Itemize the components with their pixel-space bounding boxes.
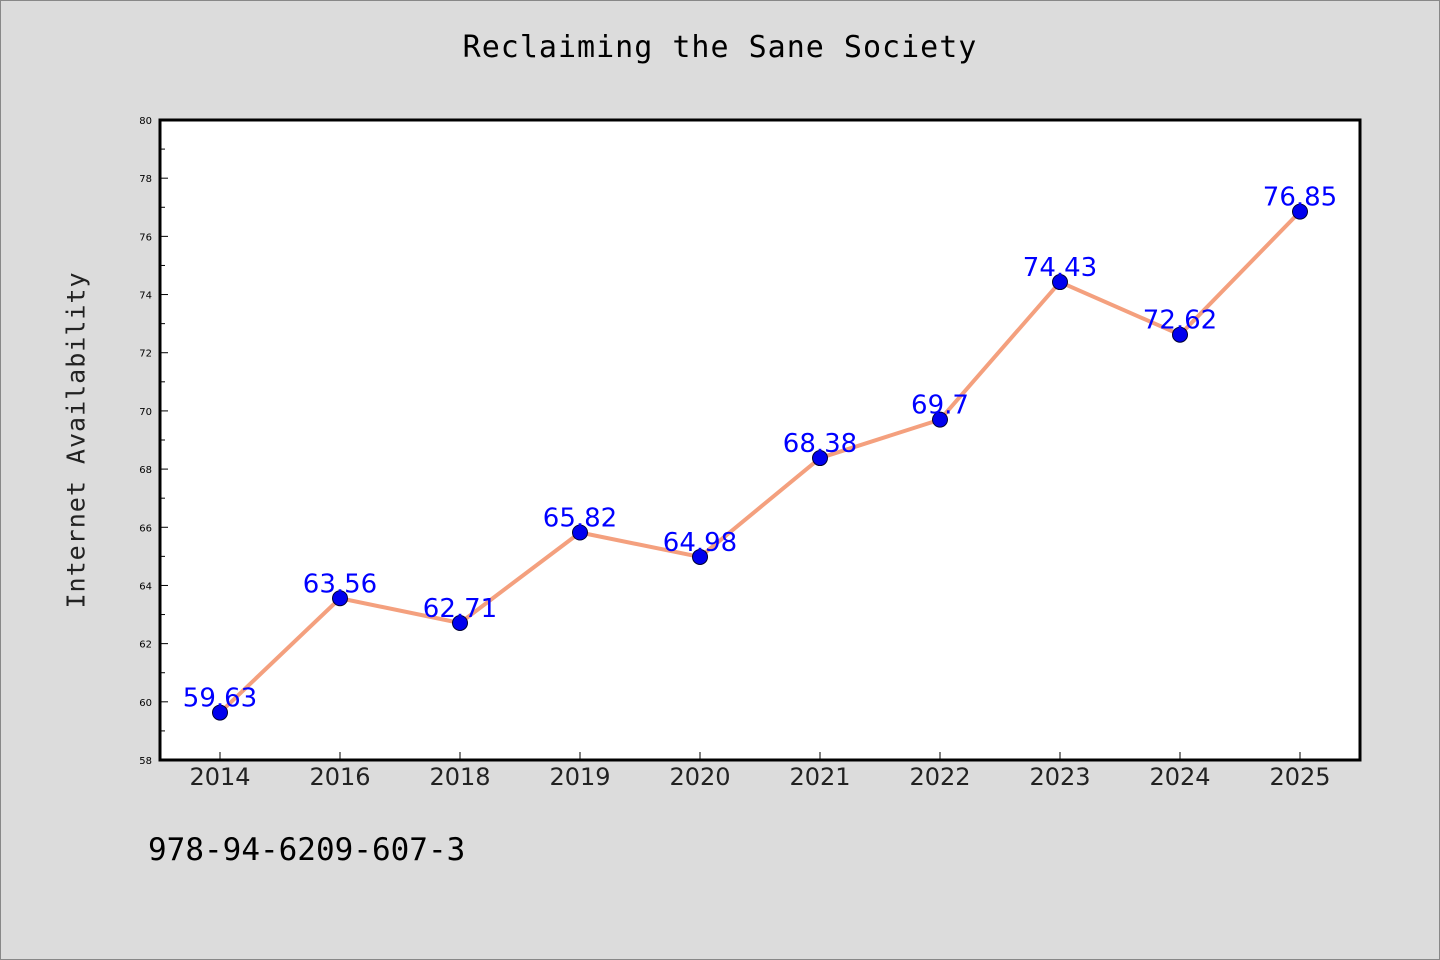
x-tick-label: 2020	[669, 763, 730, 791]
y-tick-label: 58	[139, 756, 152, 767]
series-line	[218, 210, 1302, 715]
data-label: 69.7	[911, 391, 969, 421]
y-tick-label: 74	[139, 291, 152, 302]
x-tick-label: 2014	[189, 763, 250, 791]
plot-border	[158, 118, 1362, 762]
data-point	[1172, 326, 1188, 343]
x-tick-label: 2019	[549, 763, 610, 791]
y-tick-label: 64	[139, 581, 152, 592]
x-tick-label: 2024	[1149, 763, 1210, 791]
data-label: 64.98	[663, 528, 737, 558]
data-point	[1292, 203, 1308, 220]
data-point	[1052, 274, 1068, 291]
x-tick-label: 2025	[1269, 763, 1330, 791]
data-point	[452, 614, 468, 631]
data-label: 68.38	[783, 429, 857, 459]
data-label: 76.85	[1263, 183, 1337, 213]
data-point	[572, 524, 588, 541]
y-tick-label: 72	[139, 349, 152, 360]
data-point	[212, 704, 228, 721]
plot-area	[160, 120, 1360, 760]
y-tick-label: 80	[139, 116, 152, 127]
data-label: 72.62	[1143, 306, 1217, 336]
y-tick-label: 62	[139, 640, 152, 651]
y-tick-label: 66	[139, 523, 152, 534]
y-tick-label: 68	[139, 465, 152, 476]
data-point	[932, 411, 948, 428]
y-tick-label: 60	[139, 698, 152, 709]
data-point	[332, 590, 348, 607]
data-label: 62.71	[423, 594, 497, 624]
x-tick-label: 2016	[309, 763, 370, 791]
data-label: 74.43	[1023, 253, 1097, 283]
data-label: 65.82	[543, 504, 617, 534]
data-point	[812, 450, 828, 467]
x-tick-label: 2023	[1029, 763, 1090, 791]
y-tick-label: 78	[139, 174, 152, 185]
chart-title: Reclaiming the Sane Society	[462, 30, 978, 65]
x-tick-label: 2018	[429, 763, 490, 791]
y-tick-label: 70	[139, 407, 152, 418]
data-label: 59.63	[183, 684, 257, 714]
data-label: 63.56	[303, 569, 377, 599]
x-tick-label: 2021	[789, 763, 850, 791]
data-point	[692, 548, 708, 565]
y-tick-label: 76	[139, 232, 152, 243]
x-tick-label: 2022	[909, 763, 970, 791]
isbn-text: 978-94-6209-607-3	[148, 832, 466, 868]
